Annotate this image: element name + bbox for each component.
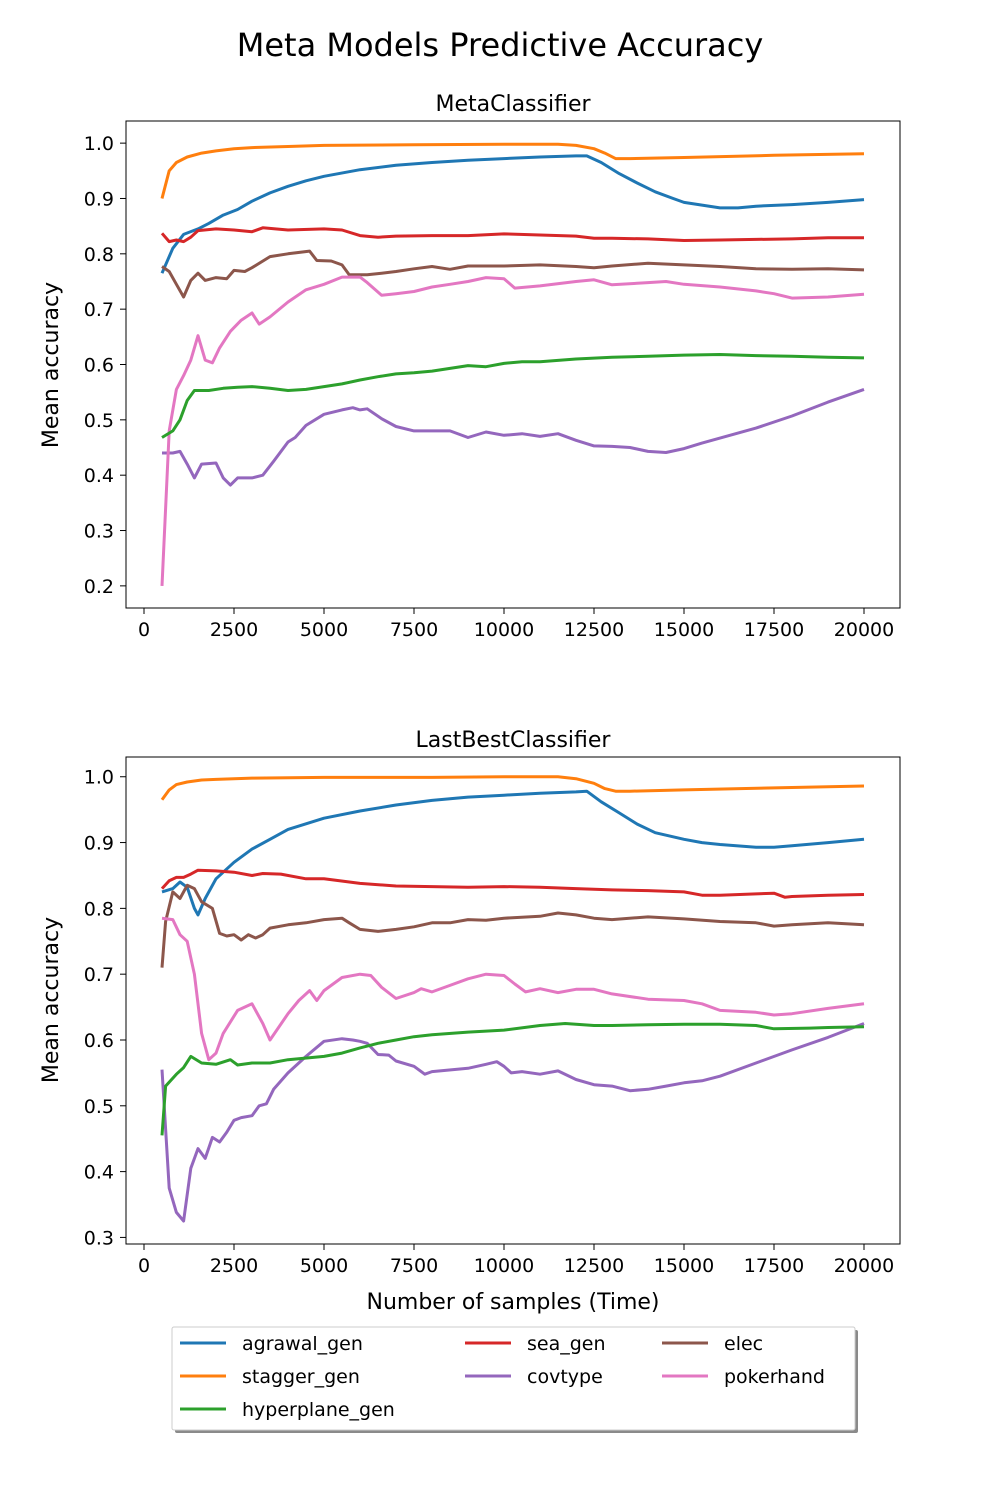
panel-title-meta-classifier: MetaClassifier	[435, 92, 591, 117]
legend-label-stagger-gen: stagger_gen	[242, 1366, 360, 1388]
y-tick-label: 0.7	[84, 299, 114, 321]
y-tick-label: 0.5	[84, 1096, 114, 1118]
plot-frame-top	[125, 120, 901, 609]
y-axis-label-bottom: Mean accuracy	[39, 917, 64, 1083]
x-tick-label: 7500	[390, 1255, 438, 1277]
y-tick-label: 0.6	[84, 355, 114, 377]
y-tick-label: 0.8	[84, 898, 114, 920]
y-tick-label: 0.9	[84, 188, 114, 210]
series-line-hyperplane-gen	[161, 353, 865, 439]
y-tick-label: 0.4	[84, 1162, 114, 1184]
series-line-sea-gen	[160, 226, 864, 244]
series-line-covtype	[162, 387, 865, 487]
legend-label-agrawal-gen: agrawal_gen	[242, 1333, 363, 1355]
legend-label-elec: elec	[724, 1333, 763, 1355]
y-tick-label: 0.3	[84, 1227, 114, 1249]
y-tick-label: 1.0	[84, 133, 114, 155]
y-tick-label: 0.7	[84, 964, 114, 986]
series-line-elec	[161, 249, 865, 299]
series-line-agrawal-gen	[161, 789, 865, 917]
legend: agrawal_gen sea_gen elec stagger_gen covtype…	[171, 1326, 858, 1433]
x-tick-label: 2500	[210, 1255, 258, 1277]
series-line-hyperplane-gen	[160, 1022, 865, 1136]
x-tick-label: 15000	[654, 1255, 714, 1277]
meta-classifier-panel: MetaClassifier Mean accuracy 0 2500 5000 75…	[39, 92, 901, 641]
series-line-pokerhand	[160, 275, 865, 586]
plot-frame-bottom	[125, 756, 901, 1245]
series-line-sea-gen	[160, 868, 865, 899]
x-tick-label: 15000	[654, 619, 714, 641]
series-line-agrawal-gen	[160, 154, 865, 274]
x-tick-label: 17500	[744, 1255, 804, 1277]
series-lines-top	[160, 142, 865, 586]
legend-label-covtype: covtype	[527, 1366, 603, 1388]
series-line-stagger-gen	[160, 775, 865, 801]
figure-title: Meta Models Predictive Accuracy	[237, 26, 764, 64]
x-tick-label: 12500	[564, 619, 624, 641]
y-tick-label: 0.3	[84, 521, 114, 543]
series-line-elec	[160, 883, 865, 968]
axis-ticks-top: 0 2500 5000 7500 10000 12500 15000 17500 20000 0.…	[84, 133, 894, 641]
y-tick-label: 0.9	[84, 833, 114, 855]
y-tick-label: 0.8	[84, 244, 114, 266]
series-line-covtype	[160, 1022, 865, 1223]
x-tick-label: 5000	[300, 619, 348, 641]
legend-label-sea-gen: sea_gen	[527, 1333, 606, 1355]
y-tick-label: 0.4	[84, 465, 114, 487]
x-tick-label: 10000	[474, 619, 534, 641]
y-tick-label: 0.6	[84, 1030, 114, 1052]
axis-ticks-bottom: 0 2500 5000 7500 10000 12500 15000 17500 20000 0.…	[84, 767, 894, 1277]
x-tick-label: 20000	[834, 1255, 894, 1277]
x-tick-label: 12500	[564, 1255, 624, 1277]
series-lines-bottom	[160, 775, 865, 1223]
series-line-pokerhand	[161, 916, 865, 1062]
x-tick-label: 20000	[834, 619, 894, 641]
x-tick-label: 2500	[210, 619, 258, 641]
legend-label-pokerhand: pokerhand	[724, 1366, 825, 1388]
y-tick-label: 0.2	[84, 576, 114, 598]
x-tick-label: 5000	[300, 1255, 348, 1277]
x-tick-label: 7500	[390, 619, 438, 641]
legend-label-hyperplane-gen: hyperplane_gen	[242, 1399, 395, 1421]
panel-title-last-best-classifier: LastBestClassifier	[416, 728, 612, 753]
x-tick-label: 10000	[474, 1255, 534, 1277]
y-tick-label: 1.0	[84, 767, 114, 789]
x-tick-label: 0	[138, 1255, 150, 1277]
x-tick-label: 0	[138, 619, 150, 641]
legend-items: agrawal_gen sea_gen elec stagger_gen covtype…	[180, 1333, 825, 1421]
series-line-stagger-gen	[160, 142, 865, 199]
legend-box	[171, 1326, 856, 1431]
y-axis-label-top: Mean accuracy	[39, 282, 64, 448]
y-tick-label: 0.5	[84, 410, 114, 432]
x-tick-label: 17500	[744, 619, 804, 641]
last-best-classifier-panel: LastBestClassifier Mean accuracy Number …	[39, 728, 901, 1315]
x-axis-label-bottom: Number of samples (Time)	[366, 1290, 659, 1315]
